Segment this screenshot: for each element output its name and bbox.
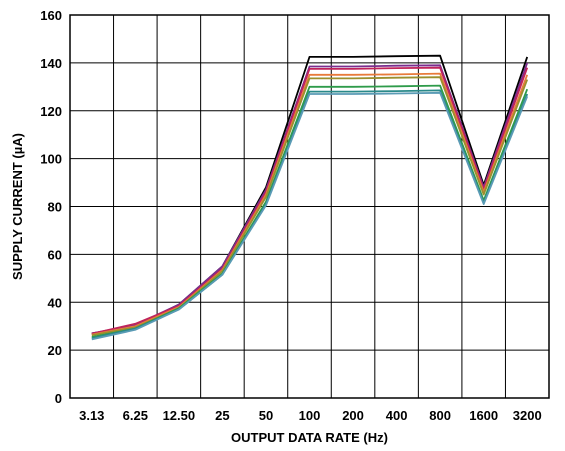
series-line-4 <box>91 72 529 336</box>
x-axis-title: OUTPUT DATA RATE (Hz) <box>231 430 388 445</box>
x-tick-label: 25 <box>215 408 229 423</box>
y-tick-label: 60 <box>48 247 62 262</box>
y-tick-label: 40 <box>48 295 62 310</box>
series-line-3 <box>91 66 529 335</box>
plot-frame <box>69 14 550 399</box>
y-tick-label: 120 <box>40 104 62 119</box>
series-line-8 <box>91 91 529 341</box>
x-tick-label: 50 <box>259 408 273 423</box>
x-tick-label: 6.25 <box>123 408 148 423</box>
y-tick-label: 140 <box>40 56 62 71</box>
x-tick-label: 200 <box>342 408 364 423</box>
y-tick-label: 0 <box>55 391 62 406</box>
x-tick-label: 3200 <box>513 408 542 423</box>
x-tick-label: 100 <box>299 408 321 423</box>
y-tick-label: 100 <box>40 152 62 167</box>
x-tick-label: 12.50 <box>163 408 196 423</box>
x-tick-labels: 3.13 6.25 12.50 25 50 100 200 400 800 1600 3200 <box>79 408 542 423</box>
x-tick-label: 3.13 <box>79 408 104 423</box>
y-tick-label: 160 <box>40 8 62 23</box>
x-tick-label: 400 <box>386 408 408 423</box>
series-group <box>91 54 529 341</box>
x-tick-label: 800 <box>429 408 451 423</box>
y-tick-label: 20 <box>48 343 62 358</box>
y-tick-label: 80 <box>48 200 62 215</box>
grid <box>70 14 549 399</box>
y-tick-labels: 0 20 40 60 80 100 120 140 160 <box>40 8 62 406</box>
y-axis-title: SUPPLY CURRENT (µA) <box>10 133 25 280</box>
x-tick-label: 1600 <box>469 408 498 423</box>
